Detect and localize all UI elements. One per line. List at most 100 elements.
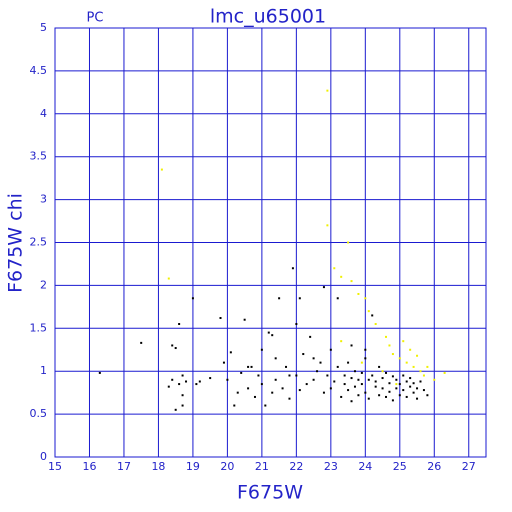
point [409, 385, 412, 388]
point [171, 344, 174, 347]
point [274, 378, 277, 381]
x-tick-label: 18 [151, 460, 165, 473]
point [385, 335, 388, 338]
point [247, 387, 250, 390]
point [295, 323, 298, 326]
point [398, 383, 401, 386]
point [385, 395, 388, 398]
x-tick-label: 21 [255, 460, 269, 473]
point [340, 395, 343, 398]
y-tick-label: 2.5 [30, 236, 48, 249]
point [298, 297, 301, 300]
point [295, 374, 298, 377]
point [353, 385, 356, 388]
point [402, 389, 405, 392]
point [398, 357, 401, 360]
point [388, 344, 391, 347]
point [364, 391, 367, 394]
point [167, 385, 170, 388]
x-tick-label: 16 [82, 460, 96, 473]
point [178, 323, 181, 326]
point [398, 394, 401, 397]
point [419, 380, 422, 383]
y-tick-label: 5 [40, 21, 47, 34]
point [402, 374, 405, 377]
y-tick-label: 0.5 [30, 407, 48, 420]
point [333, 267, 336, 270]
point [405, 361, 408, 364]
y-tick-label: 4.5 [30, 64, 48, 77]
point [233, 404, 236, 407]
point [288, 397, 291, 400]
x-tick-label: 24 [358, 460, 372, 473]
point [171, 378, 174, 381]
x-tick-label: 22 [289, 460, 303, 473]
y-tick-label: 2 [40, 278, 47, 291]
point [226, 378, 229, 381]
point [381, 370, 384, 373]
point [433, 378, 436, 381]
point [378, 394, 381, 397]
point [395, 387, 398, 390]
point [381, 377, 384, 380]
point [271, 334, 274, 337]
point [257, 374, 260, 377]
point [185, 380, 188, 383]
point [167, 277, 170, 280]
point [267, 331, 270, 334]
point [343, 383, 346, 386]
point [405, 395, 408, 398]
point [316, 370, 319, 373]
y-axis-label: F675W chi [5, 193, 27, 293]
y-tick-label: 1 [40, 364, 47, 377]
point [195, 383, 198, 386]
point [371, 374, 374, 377]
point [333, 380, 336, 383]
point [357, 292, 360, 295]
point [409, 377, 412, 380]
point [385, 371, 388, 374]
point [243, 318, 246, 321]
point [419, 370, 422, 373]
point [367, 310, 370, 313]
point [253, 395, 256, 398]
point [350, 280, 353, 283]
point [236, 391, 239, 394]
point [343, 374, 346, 377]
point [260, 348, 263, 351]
point [391, 353, 394, 356]
chart-subtitle: PC [87, 11, 104, 26]
x-tick-label: 23 [324, 460, 338, 473]
point [388, 390, 391, 393]
point [336, 365, 339, 368]
point [357, 394, 360, 397]
point [374, 380, 377, 383]
y-tick-label: 3.5 [30, 150, 48, 163]
point [381, 387, 384, 390]
point [181, 394, 184, 397]
point [360, 383, 363, 386]
point [350, 400, 353, 403]
point [347, 389, 350, 392]
point [395, 383, 398, 386]
point [353, 370, 356, 373]
point [319, 361, 322, 364]
point [371, 314, 374, 317]
point [367, 397, 370, 400]
point [364, 357, 367, 360]
y-tick-label: 1.5 [30, 321, 48, 334]
point [322, 286, 325, 289]
point [222, 361, 225, 364]
x-tick-label: 15 [48, 460, 62, 473]
point [336, 297, 339, 300]
chart-title: lmc_u65001 [210, 6, 326, 28]
point [391, 375, 394, 378]
point [198, 380, 201, 383]
point [364, 348, 367, 351]
point [305, 383, 308, 386]
point [329, 387, 332, 390]
point [374, 323, 377, 326]
point [416, 354, 419, 357]
point [312, 357, 315, 360]
